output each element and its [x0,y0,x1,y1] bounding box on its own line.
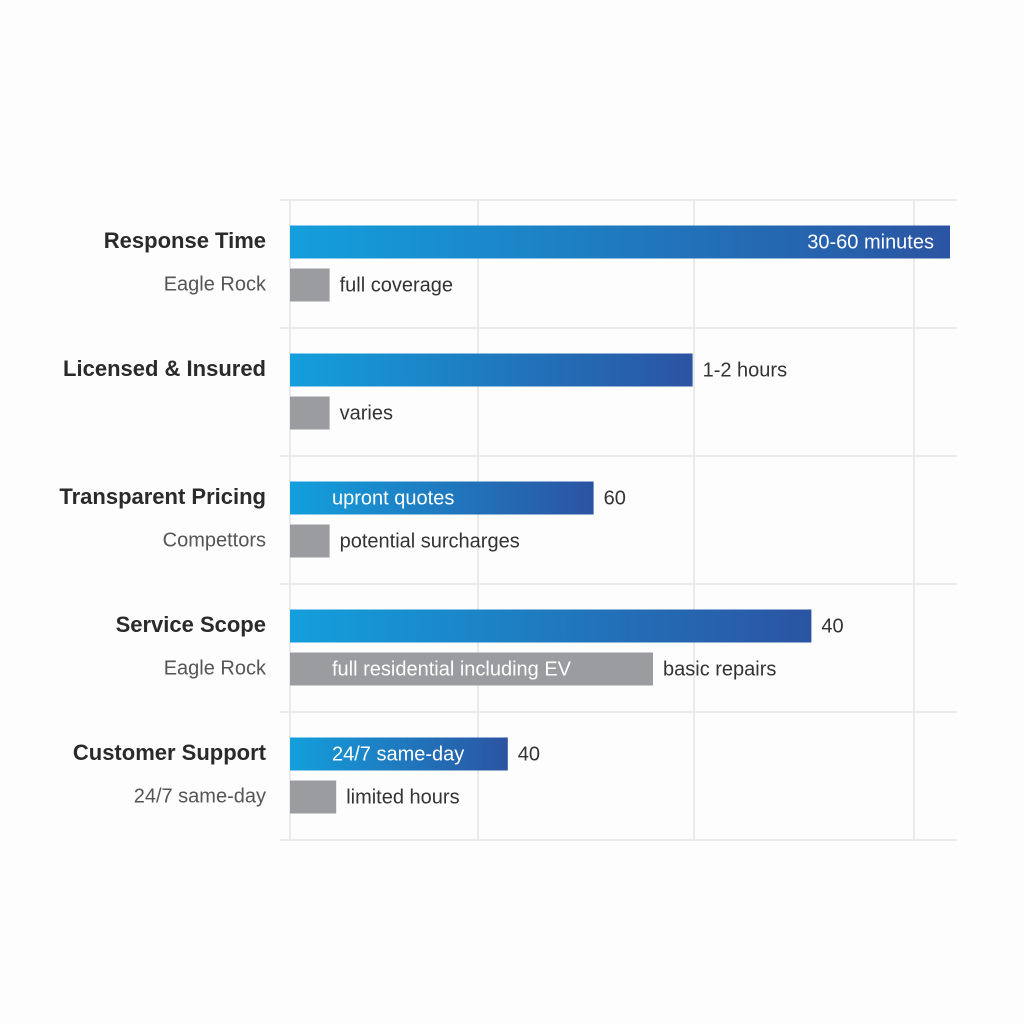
sub-label: Compettors [163,529,266,551]
bar-inner-label: upront quotes [332,487,454,509]
bar [290,524,330,558]
bar [290,268,330,302]
bar-inner-label: 30-60 minutes [807,231,934,253]
bar-outer-label: 40 [518,743,540,765]
category-label: Licensed & Insured [63,356,266,381]
sub-label: Eagle Rock [164,273,267,295]
bar-inner-label: 24/7 same-day [332,743,464,765]
grid [280,199,957,841]
bar [290,481,594,515]
category-label: Customer Support [73,740,267,765]
bar-inner-label: full residential including EV [332,658,572,680]
bar-outer-label: limited hours [346,786,459,808]
sub-label: Eagle Rock [164,657,267,679]
bar-outer-label: 60 [604,487,626,509]
category-label: Transparent Pricing [59,484,266,509]
bar-outer-label: varies [340,402,393,424]
bar [290,225,950,259]
sub-label: 24/7 same-day [134,785,266,807]
bar [290,353,693,387]
bar-outer-label: potential surcharges [340,530,520,552]
bar-outer-label: 40 [821,615,843,637]
category-label: Response Time [104,228,266,253]
bar [290,609,812,643]
bar [290,652,653,686]
category-label: Service Scope [116,612,266,637]
bar-outer-label: full coverage [340,274,453,296]
bar [290,780,337,814]
bar-outer-label: 1-2 hours [703,359,788,381]
bar-outer-label: basic repairs [663,658,776,680]
bar [290,737,508,771]
bar [290,396,330,430]
